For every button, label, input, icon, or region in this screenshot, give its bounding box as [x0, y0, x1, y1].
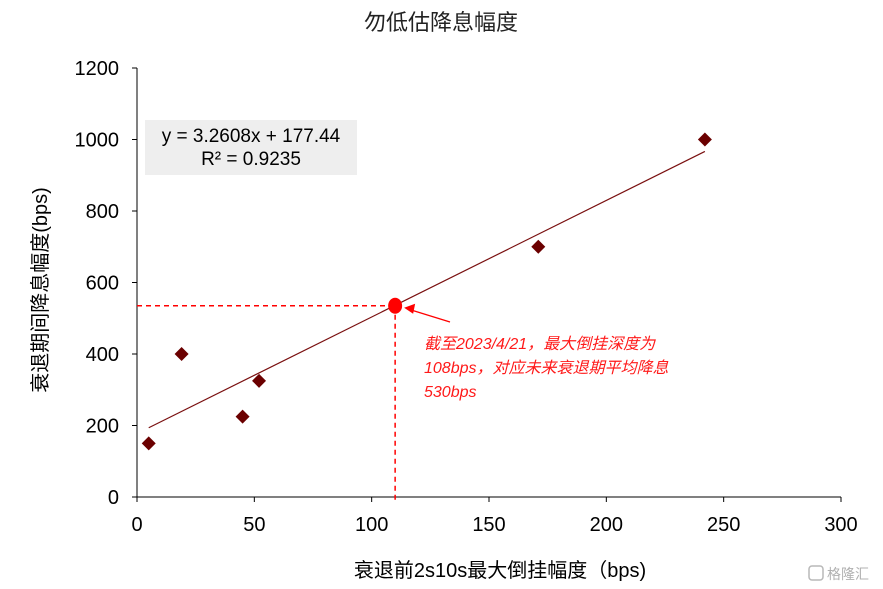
y-tick-label: 400 — [86, 344, 119, 366]
annotation-arrow — [406, 308, 451, 323]
data-point — [141, 436, 156, 451]
y-tick-label: 600 — [86, 273, 119, 295]
x-tick-label: 200 — [590, 514, 623, 536]
x-tick-label: 250 — [707, 514, 740, 536]
annotation-text-line: 截至2023/4/21，最大倒挂深度为 — [424, 335, 656, 353]
watermark-logo-icon — [808, 565, 824, 581]
y-axis-label: 衰退期间降息幅度(bps) — [29, 187, 52, 393]
annotation-text-line: 530bps — [424, 384, 477, 401]
x-axis-label: 衰退前2s10s最大倒挂幅度（bps) — [354, 559, 646, 582]
annotation-arrowhead — [404, 303, 416, 314]
trend-line — [148, 150, 706, 429]
y-tick-label: 1000 — [75, 130, 120, 152]
y-tick-label: 1200 — [75, 58, 120, 80]
data-point — [531, 239, 546, 254]
watermark: 格隆汇 — [808, 565, 869, 582]
y-tick-label: 0 — [108, 487, 119, 509]
data-point — [174, 347, 189, 361]
annotation-text-line: 108bps，对应未来衰退期平均降息 — [424, 359, 669, 377]
y-tick-label: 200 — [86, 416, 119, 438]
data-point — [235, 409, 250, 424]
x-tick-label: 150 — [472, 514, 505, 536]
chart-title: 勿低估降息幅度 — [364, 10, 518, 35]
x-tick-label: 300 — [824, 514, 857, 536]
data-point — [252, 373, 267, 388]
equation-box: y = 3.2608x + 177.44 R² = 0.9235 — [145, 120, 357, 175]
watermark-text: 格隆汇 — [827, 566, 869, 582]
r-squared-line: R² = 0.9235 — [201, 149, 301, 170]
data-point — [697, 132, 712, 147]
highlight-point — [388, 297, 403, 314]
equation-line: y = 3.2608x + 177.44 — [162, 126, 341, 147]
x-tick-label: 50 — [243, 514, 265, 536]
x-tick-label: 0 — [131, 514, 142, 536]
y-tick-label: 800 — [86, 201, 119, 223]
x-tick-label: 100 — [355, 514, 388, 536]
